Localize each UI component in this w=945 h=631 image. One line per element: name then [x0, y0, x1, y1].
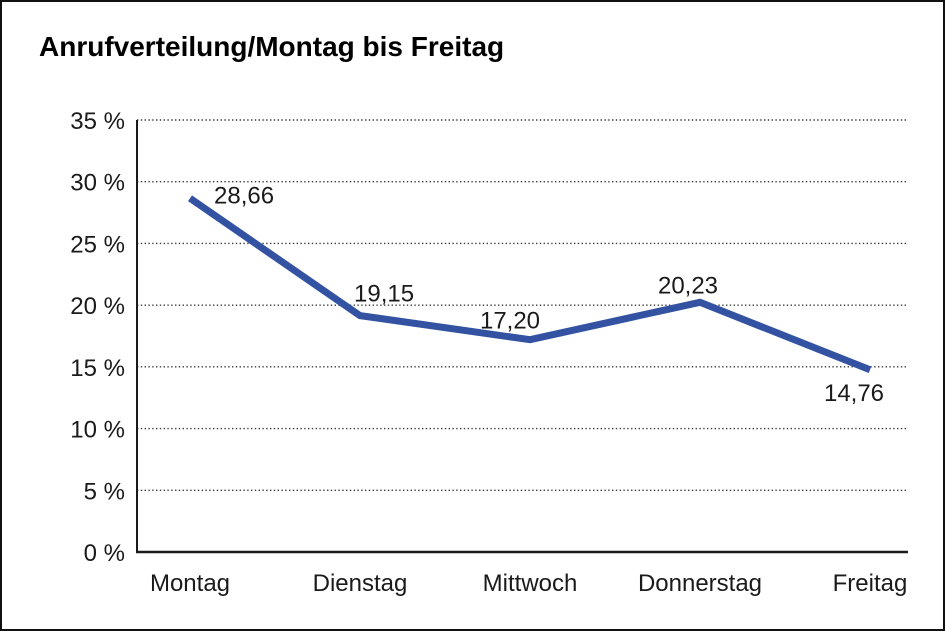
- x-tick-label: Donnerstag: [638, 570, 762, 597]
- y-tick-label: 30 %: [70, 170, 125, 197]
- data-point-label: 14,76: [824, 380, 884, 407]
- y-tick-label: 10 %: [70, 417, 125, 444]
- x-tick-label: Dienstag: [313, 570, 408, 597]
- y-tick-label: 25 %: [70, 231, 125, 258]
- chart-title: Anrufverteilung/Montag bis Freitag: [39, 31, 505, 62]
- y-tick-label: 15 %: [70, 355, 125, 382]
- data-point-label: 17,20: [480, 308, 540, 335]
- y-tick-label: 20 %: [70, 293, 125, 320]
- x-tick-label: Freitag: [833, 570, 908, 597]
- x-tick-label: Mittwoch: [483, 570, 578, 597]
- y-tick-label: 35 %: [70, 108, 125, 135]
- x-tick-label: Montag: [150, 570, 230, 597]
- y-tick-label: 0 %: [84, 540, 125, 567]
- y-tick-label: 5 %: [84, 478, 125, 505]
- data-series-line: [188, 195, 872, 374]
- data-point-label: 20,23: [658, 272, 718, 299]
- data-point-label: 19,15: [354, 281, 414, 308]
- data-point-label: 28,66: [214, 182, 274, 209]
